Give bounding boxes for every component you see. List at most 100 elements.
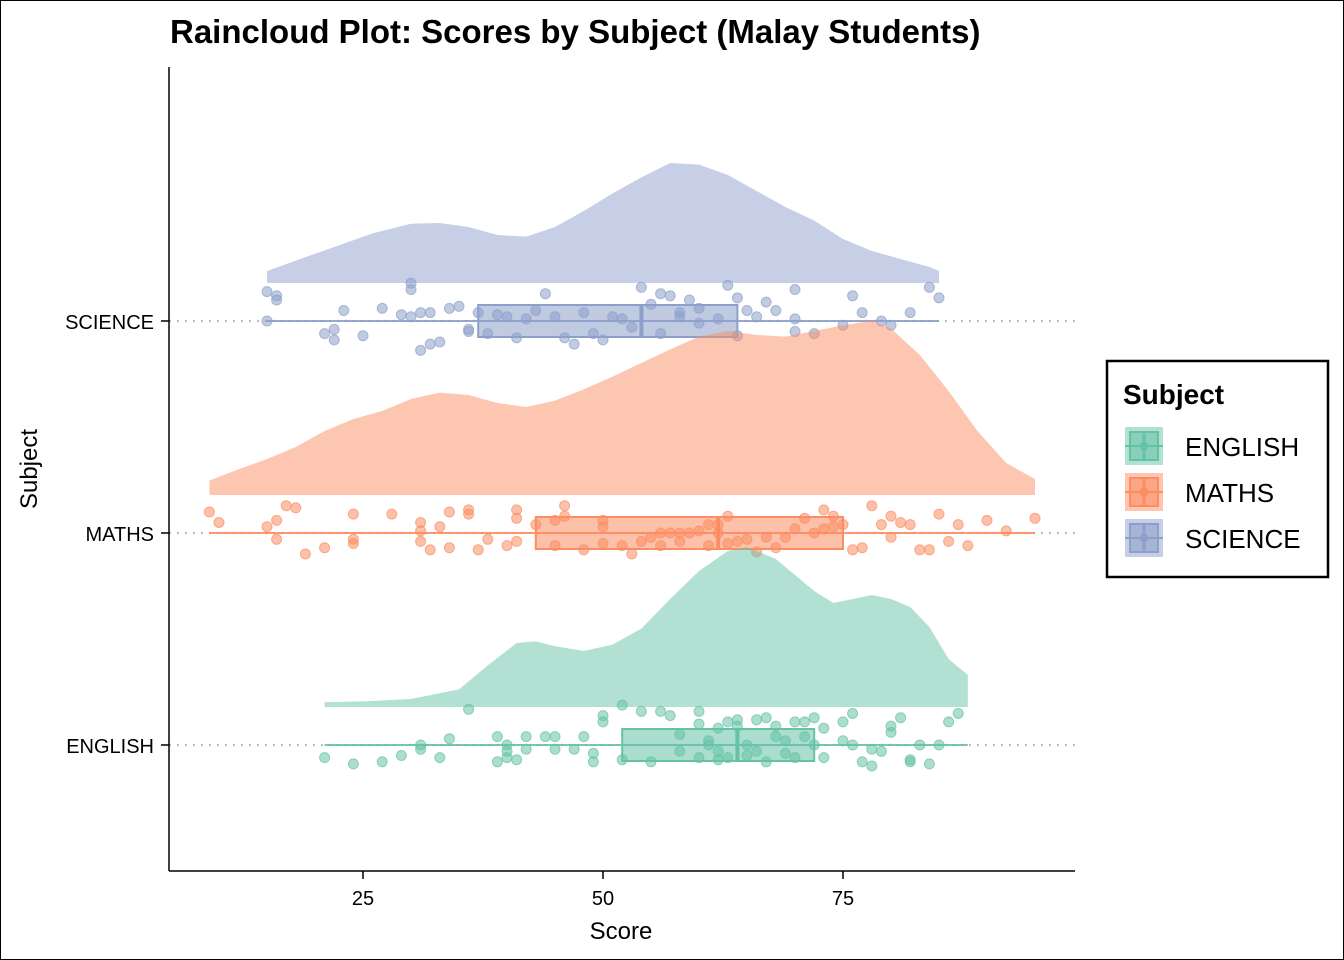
data-point bbox=[405, 284, 417, 295]
data-point bbox=[751, 714, 763, 726]
data-point bbox=[347, 538, 359, 549]
data-point bbox=[856, 756, 868, 768]
x-tick-label: 25 bbox=[352, 888, 374, 910]
data-point bbox=[415, 344, 427, 356]
density-cloud-maths bbox=[209, 320, 1035, 495]
data-point bbox=[290, 502, 302, 514]
data-point bbox=[501, 540, 513, 552]
data-point bbox=[328, 323, 340, 335]
data-point bbox=[271, 533, 283, 545]
legend-entry-english: ENGLISH bbox=[1125, 427, 1299, 465]
data-point bbox=[799, 716, 811, 728]
data-point bbox=[875, 745, 887, 757]
legend-key-point bbox=[1139, 533, 1149, 543]
data-point bbox=[664, 710, 676, 722]
density-cloud-english bbox=[324, 547, 968, 707]
data-point bbox=[914, 739, 926, 751]
data-point bbox=[837, 716, 849, 728]
data-point bbox=[501, 752, 513, 764]
legend: Subject ENGLISH MATHS SCIENCE bbox=[1105, 359, 1330, 579]
series-maths bbox=[203, 320, 1041, 560]
data-point bbox=[520, 731, 532, 743]
data-point bbox=[463, 508, 475, 520]
data-point bbox=[885, 726, 897, 738]
iqr-box-english bbox=[621, 728, 816, 762]
data-point bbox=[319, 752, 331, 764]
data-point bbox=[415, 535, 427, 547]
data-point bbox=[904, 756, 916, 768]
data-point bbox=[415, 743, 427, 755]
data-point bbox=[741, 305, 753, 316]
data-point bbox=[415, 525, 427, 537]
data-point bbox=[347, 508, 359, 520]
data-point bbox=[770, 305, 782, 316]
data-point bbox=[962, 540, 974, 552]
data-point bbox=[885, 510, 897, 522]
data-point bbox=[933, 292, 945, 304]
data-point bbox=[443, 542, 455, 554]
data-point bbox=[559, 500, 571, 512]
data-point bbox=[635, 705, 647, 717]
data-point bbox=[597, 716, 609, 728]
data-point bbox=[539, 731, 551, 743]
data-point bbox=[261, 286, 273, 298]
legend-label: MATHS bbox=[1185, 478, 1274, 508]
data-point bbox=[866, 743, 878, 755]
data-point bbox=[203, 506, 215, 518]
data-point bbox=[943, 716, 955, 728]
legend-entries: ENGLISH MATHS SCIENCE bbox=[1125, 427, 1301, 557]
data-point bbox=[443, 733, 455, 745]
data-point bbox=[952, 519, 964, 531]
data-point bbox=[683, 294, 695, 306]
data-point bbox=[376, 756, 388, 768]
data-point bbox=[357, 330, 369, 342]
data-point bbox=[760, 296, 772, 308]
data-point bbox=[693, 718, 705, 730]
legend-entry-maths: MATHS bbox=[1125, 473, 1274, 511]
legend-key-point bbox=[1139, 441, 1149, 451]
data-point bbox=[568, 338, 580, 350]
data-point bbox=[578, 731, 590, 743]
y-axis-title: Subject bbox=[16, 429, 43, 509]
data-point bbox=[866, 760, 878, 772]
data-point bbox=[981, 514, 993, 526]
data-point bbox=[866, 500, 878, 512]
plot-area bbox=[169, 163, 1075, 772]
data-point bbox=[424, 307, 436, 319]
data-point bbox=[491, 756, 503, 768]
y-tick-label: MATHS bbox=[85, 524, 154, 546]
data-point bbox=[511, 535, 523, 547]
data-point bbox=[808, 712, 820, 724]
x-tick-label: 75 bbox=[832, 888, 854, 910]
legend-label: SCIENCE bbox=[1185, 524, 1301, 554]
data-point bbox=[626, 548, 638, 560]
data-point bbox=[655, 288, 667, 300]
data-point bbox=[847, 708, 859, 719]
data-point bbox=[847, 544, 859, 556]
data-point bbox=[847, 739, 859, 751]
data-point bbox=[319, 542, 331, 554]
data-point bbox=[587, 747, 599, 759]
data-point bbox=[319, 328, 331, 340]
data-point bbox=[482, 533, 494, 545]
data-point bbox=[904, 519, 916, 531]
legend-key-point bbox=[1139, 487, 1149, 497]
series-science bbox=[261, 163, 945, 356]
data-point bbox=[299, 548, 311, 560]
data-point bbox=[424, 338, 436, 350]
data-point bbox=[328, 334, 340, 346]
y-tick-label: ENGLISH bbox=[66, 736, 154, 758]
data-point bbox=[904, 307, 916, 319]
data-point bbox=[952, 708, 964, 719]
data-point bbox=[280, 500, 292, 512]
legend-label: ENGLISH bbox=[1185, 432, 1299, 462]
data-point bbox=[895, 712, 907, 724]
data-point bbox=[491, 731, 503, 743]
data-point bbox=[856, 542, 868, 554]
data-point bbox=[271, 514, 283, 526]
data-point bbox=[789, 313, 801, 325]
data-point bbox=[722, 279, 734, 291]
data-point bbox=[1029, 512, 1041, 524]
data-point bbox=[511, 504, 523, 516]
